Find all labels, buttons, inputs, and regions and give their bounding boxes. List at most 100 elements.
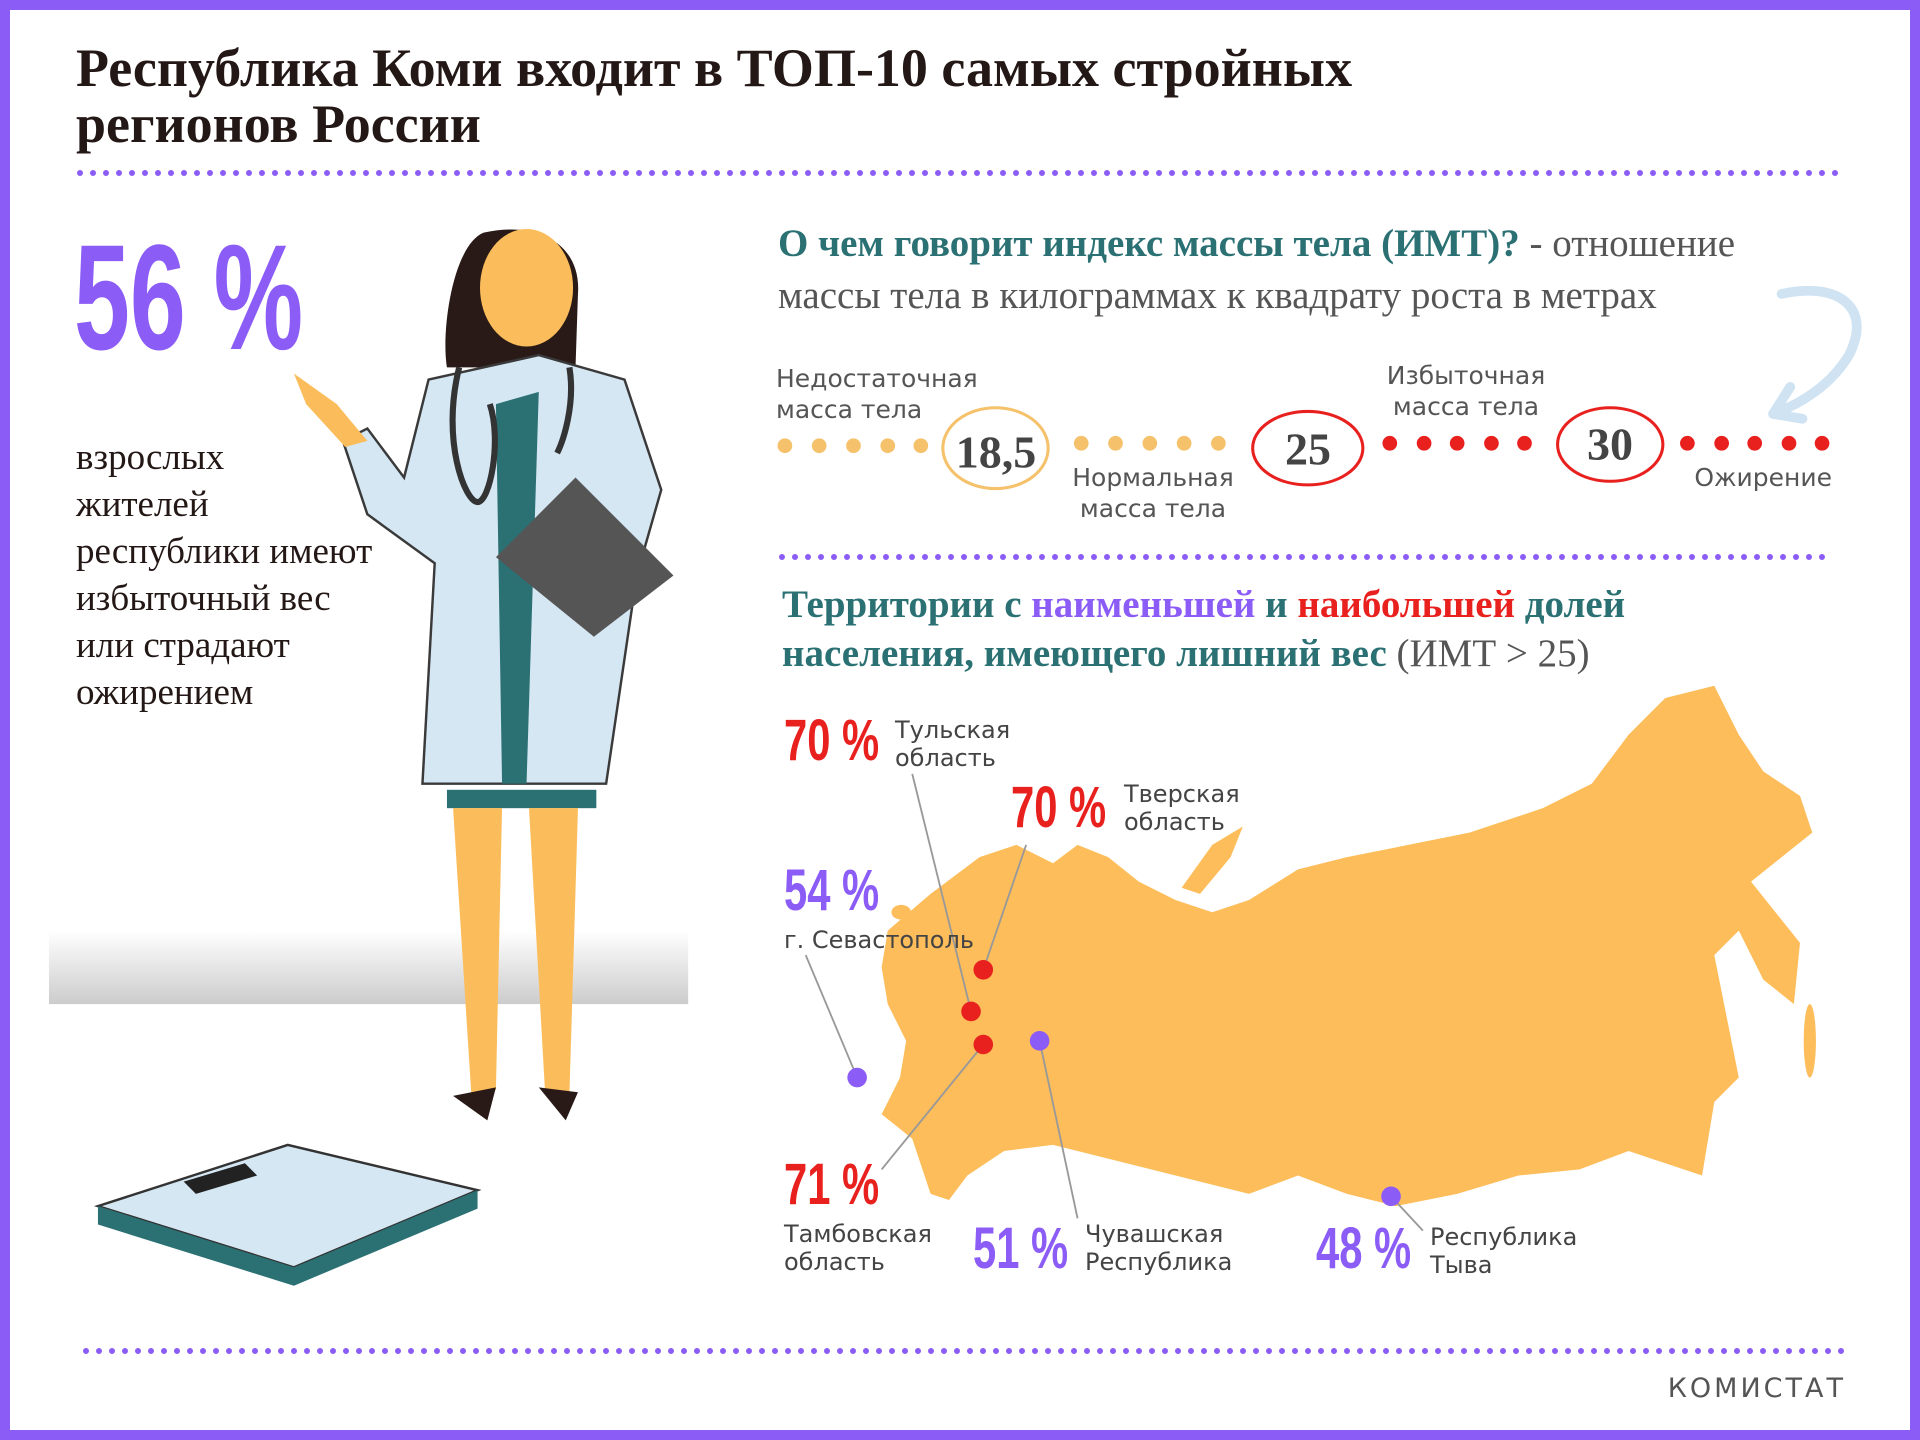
island (891, 904, 912, 920)
region-name: Тверская область (1124, 780, 1240, 836)
dot (880, 438, 896, 454)
line: г. Севастополь (784, 926, 974, 954)
dot (1680, 435, 1695, 451)
region-dot (973, 960, 994, 980)
dot (1073, 435, 1089, 451)
dot (913, 438, 929, 454)
doctor-illustration (48, 228, 689, 1286)
region-dot (1381, 1186, 1401, 1207)
line: масса тела (1392, 392, 1540, 421)
region-name: Чувашская Республика (1085, 1220, 1232, 1276)
category-label: Недостаточная масса тела (776, 363, 978, 425)
dot (1176, 435, 1192, 451)
shoes (453, 1087, 578, 1121)
shape (1038, 1040, 1079, 1219)
line: область (1124, 808, 1225, 836)
threshold: 25 (1285, 423, 1331, 475)
line: Чувашская (1085, 1220, 1224, 1248)
dot (1416, 435, 1432, 451)
hand (293, 373, 368, 447)
line: Территории с наименьшей и наибольшей дол… (782, 580, 1625, 629)
legs (453, 808, 578, 1096)
t: наибольшей (1297, 583, 1516, 626)
bmi-definition: О чем говорит индекс массы тела (ИМТ)? -… (778, 218, 1735, 322)
region-name: г. Севастополь (784, 926, 974, 954)
threshold: 18,5 (955, 426, 1037, 478)
line: Тыва (1430, 1251, 1493, 1279)
line: республики имеют (76, 531, 373, 572)
dot (846, 438, 861, 454)
bmi-scale-graphics (777, 285, 1862, 491)
folder (495, 477, 674, 637)
line: Избыточная (1386, 361, 1546, 390)
circle (941, 406, 1050, 491)
dot (1142, 435, 1158, 451)
shadow (48, 930, 689, 1005)
dot (1382, 435, 1398, 451)
dot (1484, 435, 1499, 451)
dot (1747, 435, 1763, 451)
russia-shape (881, 685, 1813, 1207)
region-value: 71 % (784, 1152, 880, 1217)
region-name: Тульская область (895, 716, 1010, 772)
category-label: Избыточная масса тела (1387, 360, 1545, 422)
circle (1251, 409, 1365, 487)
t: и (1255, 583, 1298, 626)
title-line: Республика Коми входит в ТОП-10 самых ст… (76, 38, 1353, 98)
threshold: 30 (1587, 418, 1633, 470)
face (480, 228, 574, 347)
line: Республика (1085, 1248, 1233, 1276)
stethoscope (449, 366, 575, 506)
stat-value: 56 % (74, 213, 304, 381)
region-dot (847, 1067, 867, 1088)
dot (1108, 435, 1123, 451)
question: О чем говорит индекс массы тела (ИМТ)? (778, 222, 1520, 265)
line: Тверская (1124, 780, 1240, 808)
line: или страдают (76, 625, 290, 666)
island (1803, 1004, 1816, 1078)
line: масса тела (776, 395, 923, 424)
stat-text: взрослых жителей республики имеют избыточны… (76, 434, 372, 716)
line: масса тела (1079, 494, 1227, 523)
region-dot (961, 1001, 981, 1022)
t: Территории с (782, 583, 1032, 626)
line: ожирением (76, 672, 254, 713)
line: Тульская (895, 716, 1011, 744)
source: КОМИСТАТ (1667, 1373, 1846, 1404)
dot (1449, 435, 1465, 451)
dividers (77, 170, 1846, 1354)
region-name: Республика Тыва (1430, 1223, 1577, 1279)
map (804, 685, 1816, 1232)
text: - отношение (1519, 222, 1736, 265)
shape (911, 773, 972, 1012)
shape (777, 435, 1226, 454)
dot (1211, 435, 1226, 451)
line: жителей (76, 484, 209, 525)
title: Республика Коми входит в ТОП-10 самых ст… (76, 40, 1352, 152)
region-value: 70 % (1011, 775, 1107, 840)
category-label: Ожирение (1694, 463, 1832, 492)
region-value: 54 % (784, 858, 880, 923)
t: долей (1515, 583, 1626, 626)
shape (982, 844, 1027, 971)
region-value: 51 % (973, 1216, 1069, 1281)
dot (777, 438, 793, 454)
scale-display (183, 1163, 258, 1194)
region-dot (1029, 1031, 1050, 1051)
skirt (446, 789, 597, 809)
category-label: Нормальная масса тела (1072, 462, 1234, 524)
scale-side (97, 1190, 478, 1286)
line: Тамбовская (784, 1220, 932, 1248)
line: взрослых (76, 437, 225, 478)
line: Республика (1430, 1223, 1578, 1251)
line: Недостаточная (776, 364, 978, 393)
dress (495, 391, 539, 784)
dot (1517, 435, 1532, 451)
region-dot (973, 1034, 994, 1055)
circle (1556, 406, 1665, 483)
t: населения, имеющего лишний вес (782, 632, 1387, 675)
leaders (804, 773, 1424, 1232)
